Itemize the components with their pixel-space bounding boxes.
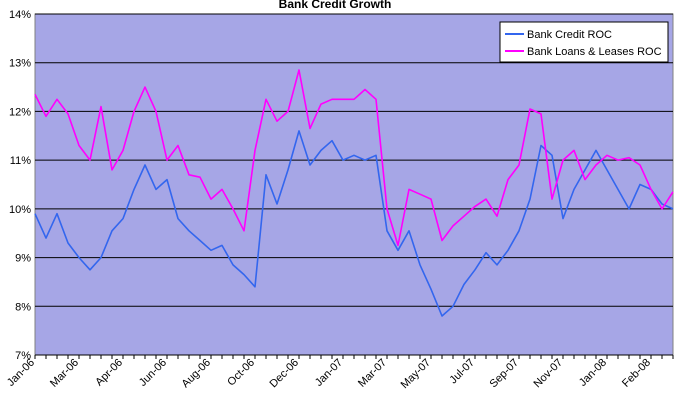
x-tick-label: Dec-06 <box>268 357 302 391</box>
x-tick-label: Apr-06 <box>93 357 125 389</box>
x-tick-label: Mar-07 <box>356 357 389 390</box>
y-tick-label: 14% <box>9 9 31 21</box>
plot-area <box>34 13 674 356</box>
series-line <box>34 130 674 317</box>
chart-title: Bank Credit Growth <box>279 0 392 11</box>
x-tick-label: Jul-07 <box>447 357 477 387</box>
x-tick-label: Jun-06 <box>137 357 169 389</box>
y-tick-label: 11% <box>10 155 31 167</box>
series-line <box>34 69 674 247</box>
y-tick-label: 8% <box>15 301 31 313</box>
y-tick-label: 7% <box>15 350 31 362</box>
x-tick-label: Mar-06 <box>48 357 81 390</box>
x-tick-label: May-07 <box>399 357 433 391</box>
y-tick-label: 13% <box>9 58 31 70</box>
legend-label: Bank Credit ROC <box>527 29 612 41</box>
x-tick-label: Jan-07 <box>313 357 345 389</box>
legend-label: Bank Loans & Leases ROC <box>527 46 662 58</box>
x-tick-label: Oct-06 <box>225 357 257 389</box>
x-tick-label: Feb-08 <box>620 357 653 390</box>
x-tick-label: Nov-07 <box>532 357 566 391</box>
y-tick-label: 10% <box>9 204 31 216</box>
x-tick-label: Jan-08 <box>577 357 609 389</box>
legend-box <box>499 21 669 63</box>
y-tick-label: 12% <box>9 106 31 118</box>
x-tick-label: Sep-07 <box>488 357 522 391</box>
y-tick-label: 9% <box>15 253 31 265</box>
x-tick-label: Aug-06 <box>180 357 214 391</box>
